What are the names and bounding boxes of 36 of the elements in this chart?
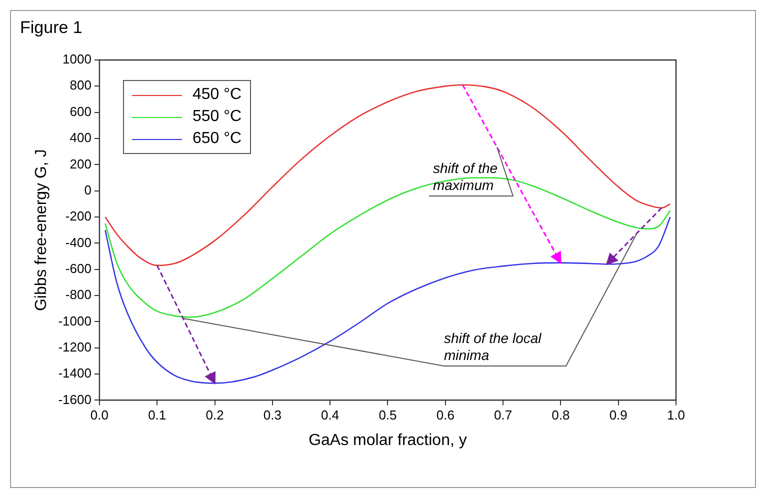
x-axis-title: GaAs molar fraction, y: [308, 432, 467, 449]
x-tick-label: 0.4: [321, 408, 340, 423]
y-tick-label: -600: [65, 260, 92, 276]
y-tick-label: -400: [65, 234, 92, 250]
y-tick-label: -800: [65, 287, 92, 302]
x-tick-label: 0.8: [552, 408, 570, 423]
line-series: [104, 84, 671, 266]
x-tick-label: 1.0: [666, 408, 686, 423]
legend-label: 650 °C: [192, 130, 242, 148]
x-tick-label: 0.3: [263, 408, 282, 423]
y-tick-label: 1000: [62, 52, 92, 67]
line-series: [104, 216, 671, 384]
x-tick-label: 0.0: [90, 408, 108, 423]
y-tick-label: -200: [65, 208, 92, 224]
y-tick-label: 0: [84, 182, 92, 198]
y-tick-label: 200: [70, 156, 92, 172]
x-tick-label: 0.1: [148, 408, 166, 423]
x-tick-label: 0.9: [609, 408, 628, 423]
x-tick-label: 0.5: [378, 408, 397, 423]
y-tick-label: -1200: [58, 339, 92, 354]
chart-title: Figure 1: [20, 18, 82, 38]
annotation: shift of the local minima: [444, 330, 542, 364]
y-tick-label: -1000: [58, 313, 92, 328]
x-tick-label: 0.2: [206, 408, 224, 423]
y-tick-label: -1600: [58, 392, 92, 407]
y-tick-label: 800: [70, 78, 92, 93]
annotation: shift of the maximum: [433, 160, 499, 194]
y-tick-label: 600: [70, 104, 92, 119]
y-tick-label: -1400: [58, 366, 92, 381]
y-tick-label: 400: [70, 130, 92, 146]
line-series: [104, 177, 671, 318]
x-tick-label: 0.6: [436, 408, 454, 423]
y-axis-title: Gibbs free-energy G, J: [33, 149, 50, 312]
x-tick-label: 0.7: [494, 408, 512, 423]
legend-label: 450 °C: [192, 86, 242, 104]
legend-label: 550 °C: [192, 108, 242, 126]
